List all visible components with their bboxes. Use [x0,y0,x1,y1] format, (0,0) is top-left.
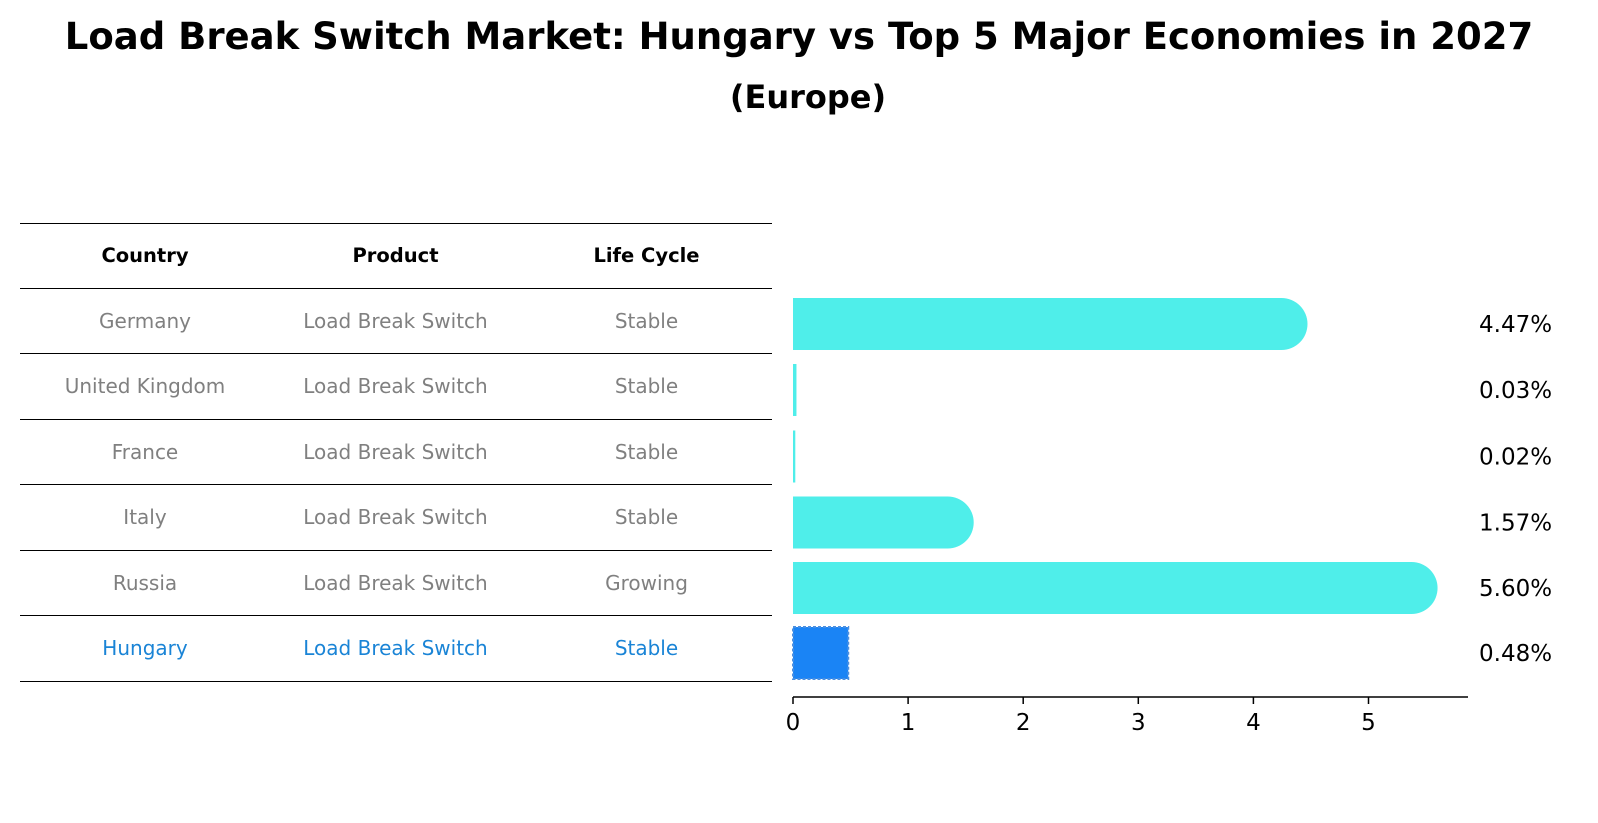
country-cell: Italy [123,505,167,530]
country-cell: Hungary [102,636,188,661]
table-row-highlighted: Hungary Load Break Switch Stable [20,616,772,682]
life-cycle-cell: Growing [605,570,688,595]
table-row: United Kingdom Load Break Switch Stable [20,354,772,420]
x-tick-label: 2 [1016,710,1031,736]
product-cell: Load Break Switch [303,505,488,530]
comparison-table: Country Product Life Cycle Germany Load … [20,223,772,682]
value-label: 5.60% [1479,576,1552,602]
bar-highlight [792,626,850,680]
table-row: Germany Load Break Switch Stable [20,289,772,354]
x-tick-label: 0 [786,710,801,736]
life-cycle-cell: Stable [614,439,679,464]
life-cycle-cell: Stable [614,505,679,530]
value-label: 4.47% [1479,312,1552,338]
value-label: 0.03% [1479,378,1552,404]
table-row: Russia Load Break Switch Growing [20,551,772,616]
bar [793,430,796,483]
country-cell: Germany [99,308,191,333]
life-cycle-cell: Stable [614,636,679,661]
life-cycle-cell: Stable [614,374,679,399]
product-cell: Load Break Switch [303,308,488,333]
product-cell: Load Break Switch [303,570,488,595]
bar [793,562,1438,614]
header-country: Country [101,244,189,268]
table-header-row: Country Product Life Cycle [20,223,772,289]
value-label: 1.57% [1479,511,1552,537]
header-life-cycle: Life Cycle [593,244,700,268]
bar [793,496,974,549]
country-cell: France [111,439,179,464]
value-label: 0.02% [1479,445,1552,471]
bar [793,298,1308,350]
table-row: France Load Break Switch Stable [20,420,772,485]
chart-title: Load Break Switch Market: Hungary vs Top… [64,15,1534,58]
country-cell: Russia [112,570,178,595]
x-tick-label: 4 [1246,710,1261,736]
product-cell: Load Break Switch [303,439,488,464]
life-cycle-cell: Stable [614,308,679,333]
value-label: 0.48% [1479,641,1552,667]
chart-subtitle: (Europe) [729,78,887,116]
product-cell: Load Break Switch [303,374,488,399]
table-row: Italy Load Break Switch Stable [20,485,772,551]
x-tick-label: 3 [1131,710,1146,736]
x-tick-label: 1 [901,710,916,736]
product-cell: Load Break Switch [303,636,488,661]
header-product: Product [352,244,439,268]
x-tick-label: 5 [1361,710,1376,736]
bar [793,364,797,416]
country-cell: United Kingdom [64,374,226,399]
